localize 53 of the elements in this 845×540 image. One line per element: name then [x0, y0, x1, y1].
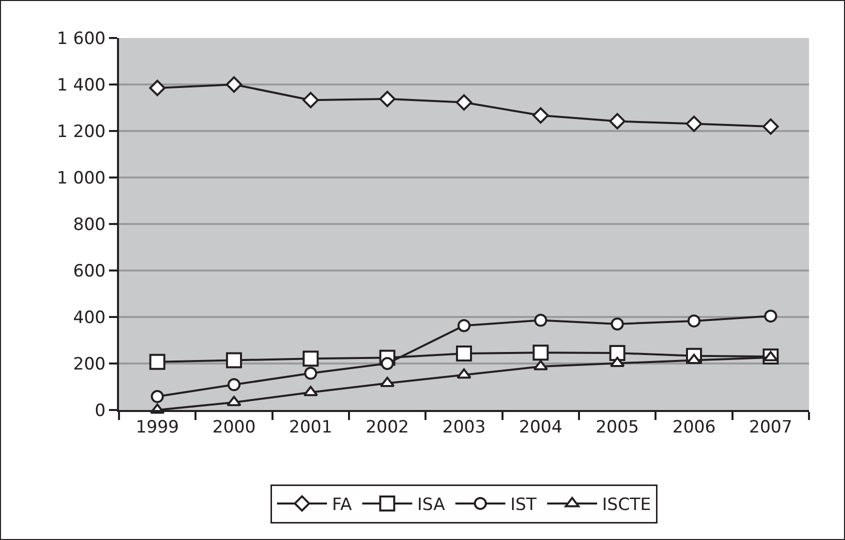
point	[149, 354, 166, 370]
point	[686, 354, 702, 364]
point	[610, 317, 624, 330]
y-tick-label: 1 400	[56, 75, 106, 96]
x-tick-label: 2005	[596, 417, 639, 438]
point	[456, 94, 472, 111]
x-tick-label: 2000	[212, 417, 256, 438]
point	[763, 350, 778, 362]
point	[609, 113, 626, 130]
x-tick-label: 2004	[519, 417, 562, 438]
x-tick-label: 2002	[366, 417, 409, 438]
point	[149, 80, 166, 96]
y-tick-label: 200	[73, 354, 106, 374]
y-tick-label: 1 000	[56, 168, 106, 188]
point	[688, 314, 700, 328]
legend-label: IST	[510, 495, 538, 516]
point	[532, 107, 549, 124]
point	[762, 118, 779, 135]
point	[458, 319, 470, 332]
point	[379, 90, 396, 108]
point	[303, 386, 318, 396]
point	[380, 376, 395, 388]
x-tick-label: 2001	[289, 417, 332, 438]
point	[609, 345, 626, 362]
legend-label: ISCTE	[602, 495, 651, 516]
point	[302, 350, 319, 367]
y-tick-label: 400	[73, 308, 106, 328]
y-tick-label: 800	[73, 214, 106, 235]
point	[610, 356, 625, 368]
point	[226, 76, 242, 93]
point	[226, 396, 242, 406]
x-tick-label: 2003	[442, 417, 486, 438]
point	[150, 390, 164, 404]
point	[532, 344, 549, 361]
point	[226, 352, 242, 368]
y-tick-label: 1 600	[56, 28, 106, 49]
legend-label: FA	[332, 495, 352, 516]
point	[764, 310, 778, 323]
x-tick-label: 2006	[672, 417, 716, 438]
point	[534, 314, 548, 327]
y-tick-label: 0	[94, 400, 106, 421]
point	[456, 368, 472, 379]
x-tick-label: 1999	[136, 417, 179, 438]
point	[686, 116, 702, 132]
y-tick-label: 600	[73, 261, 106, 282]
point	[456, 346, 472, 362]
x-tick-label: 2007	[749, 417, 792, 438]
point	[228, 378, 240, 392]
point	[380, 357, 394, 370]
y-tick-label: 1 200	[56, 122, 106, 142]
point	[302, 92, 319, 108]
point	[304, 366, 318, 380]
legend-label: ISA	[417, 495, 446, 516]
